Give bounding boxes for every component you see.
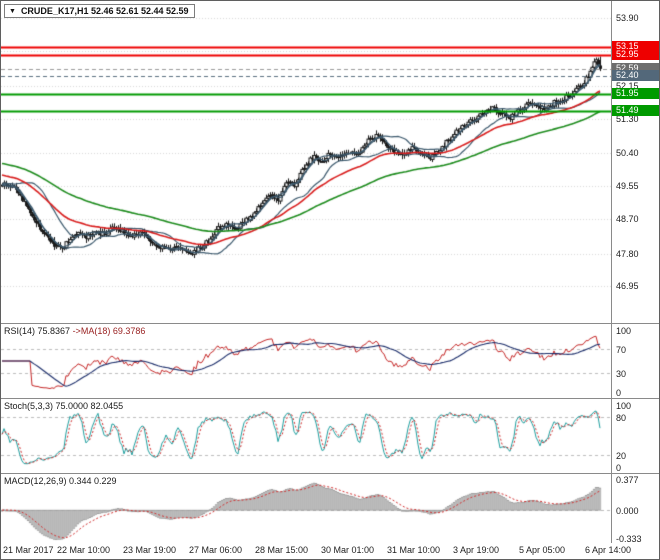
chart-dropdown-icon[interactable]: ▼ [9,7,16,15]
stochastic-panel: Stoch(5,3,3) 75.0000 82.0455 100 80 20 0 [1,398,659,473]
axis-tick-label: 0 [616,388,622,398]
axis-tick-label: 0.000 [616,506,639,516]
stochastic-axis[interactable]: 100 80 20 0 [611,399,659,473]
axis-tick-label: 48.70 [616,214,639,224]
macd-panel: MACD(12,26,9) 0.344 0.229 0.377 0.000 -0.3… [1,473,659,544]
macd-label: MACD(12,26,9) 0.344 0.229 [4,476,117,486]
price-level-badge: 52.95 [612,49,659,60]
chart-title-box[interactable]: ▼ CRUDE_K17,H1 52.46 52.61 52.44 52.59 [4,4,195,18]
macd-plot: MACD(12,26,9) 0.344 0.229 [1,474,611,543]
main-chart-plot: ▼ CRUDE_K17,H1 52.46 52.61 52.44 52.59 [1,1,611,323]
stochastic-canvas[interactable] [1,399,611,473]
price-level-badge: 52.59 [612,63,659,74]
main-chart-panel: ▼ CRUDE_K17,H1 52.46 52.61 52.44 52.59 5… [1,1,659,323]
chart-title: CRUDE_K17,H1 52.46 52.61 52.44 52.59 [20,6,189,16]
stochastic-label: Stoch(5,3,3) 75.0000 82.0455 [4,401,123,411]
axis-tick-label: 50.40 [616,148,639,158]
rsi-canvas[interactable] [1,324,611,398]
axis-tick-label: -0.333 [616,534,642,544]
time-axis-label: 3 Apr 19:00 [453,545,500,555]
stochastic-plot: Stoch(5,3,3) 75.0000 82.0455 [1,399,611,473]
time-axis-label: 23 Mar 19:00 [123,545,177,555]
axis-tick-label: 30 [616,369,627,379]
rsi-ma-value: ->MA(18) 69.3786 [72,326,146,336]
time-axis-label: 22 Mar 10:00 [57,545,111,555]
axis-tick-label: 20 [616,451,627,461]
axis-tick-label: 52.15 [616,81,639,91]
main-chart-canvas[interactable] [1,1,611,323]
axis-tick-label: 46.95 [616,281,639,291]
time-axis-label: 28 Mar 15:00 [255,545,309,555]
axis-tick-label: 80 [616,413,627,423]
time-axis-label: 5 Apr 05:00 [519,545,566,555]
axis-tick-label: 100 [616,326,632,336]
axis-tick-label: 47.80 [616,249,639,259]
main-price-axis[interactable]: 53.90 52.15 51.30 50.40 49.55 48.70 47.80 46.95… [611,1,659,323]
axis-tick-label: 53.90 [616,13,639,23]
macd-canvas[interactable] [1,474,611,543]
macd-axis[interactable]: 0.377 0.000 -0.333 [611,474,659,544]
price-level-badge: 53.15 [612,41,659,52]
rsi-axis[interactable]: 100 70 30 0 [611,324,659,398]
price-level-badge: 51.49 [612,105,659,116]
axis-tick-label: 49.55 [616,181,639,191]
time-axis-label: 27 Mar 06:00 [189,545,243,555]
axis-tick-label: 51.30 [616,114,639,124]
time-axis[interactable]: 21 Mar 2017 22 Mar 10:00 23 Mar 19:00 27 Ma… [1,543,659,559]
time-axis-label: 30 Mar 01:00 [321,545,375,555]
time-axis-label: 21 Mar 2017 [3,545,54,555]
rsi-name-value: RSI(14) 75.8367 [4,326,71,336]
rsi-label: RSI(14) 75.8367 ->MA(18) 69.3786 [4,326,145,336]
price-level-badge: 51.95 [612,88,659,99]
time-axis-label: 6 Apr 14:00 [585,545,632,555]
axis-tick-label: 70 [616,345,627,355]
macd-name-value: MACD(12,26,9) 0.344 0.229 [4,476,117,486]
price-level-badge: 52.40 [612,70,659,81]
rsi-plot: RSI(14) 75.8367 ->MA(18) 69.3786 [1,324,611,398]
rsi-panel: RSI(14) 75.8367 ->MA(18) 69.3786 100 70 30… [1,323,659,398]
stochastic-name-value: Stoch(5,3,3) 75.0000 82.0455 [4,401,124,411]
axis-tick-label: 0 [616,463,622,473]
axis-tick-label: 0.377 [616,475,639,485]
axis-tick-label: 100 [616,401,632,411]
time-axis-label: 31 Mar 10:00 [387,545,441,555]
